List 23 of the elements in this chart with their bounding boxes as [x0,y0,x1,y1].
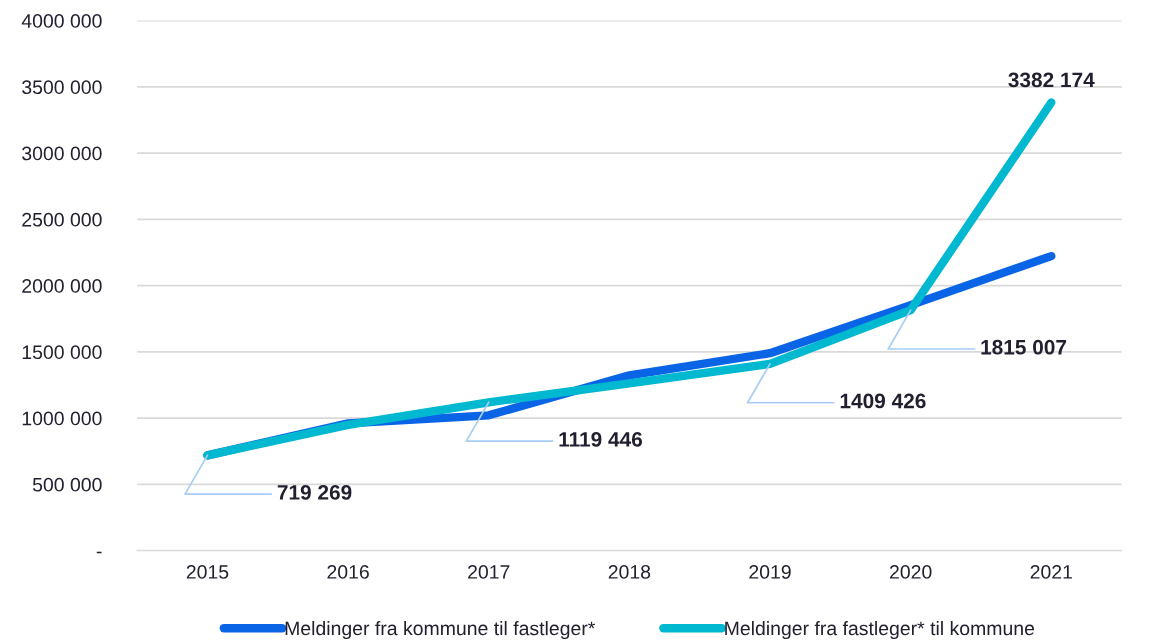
y-tick-label: 3500 000 [22,80,102,95]
x-tick-label: 2018 [608,565,651,579]
data-label: 1119 446 [559,432,643,447]
y-tick-label: 2500 000 [22,212,102,227]
y-tick-label: 1000 000 [22,411,102,426]
x-tick-label: 2020 [890,565,932,579]
y-tick-label: 1500 000 [22,345,102,360]
data-label: 1815 007 [981,339,1067,355]
x-tick-label: 2019 [749,565,791,579]
y-tick-label: 4000 000 [21,14,102,28]
x-tick-label: 2016 [327,565,369,579]
legend-label: Meldinger fra kommune til fastleger* [285,621,596,640]
legend-label: Meldinger fra fastleger* til kommune [725,621,1035,640]
data-label: 1409 426 [840,393,926,409]
y-tick-label: 2000 000 [22,279,102,293]
data-label: 3382 174 [1008,72,1095,88]
y-tick-label: - [96,551,102,554]
x-tick-label: 2015 [186,565,229,579]
y-tick-label: 3000 000 [22,146,102,161]
x-tick-label: 2017 [468,565,510,579]
data-label: 719 269 [277,485,352,500]
x-tick-label: 2021 [1030,565,1072,579]
y-tick-label: 500 000 [32,477,102,492]
